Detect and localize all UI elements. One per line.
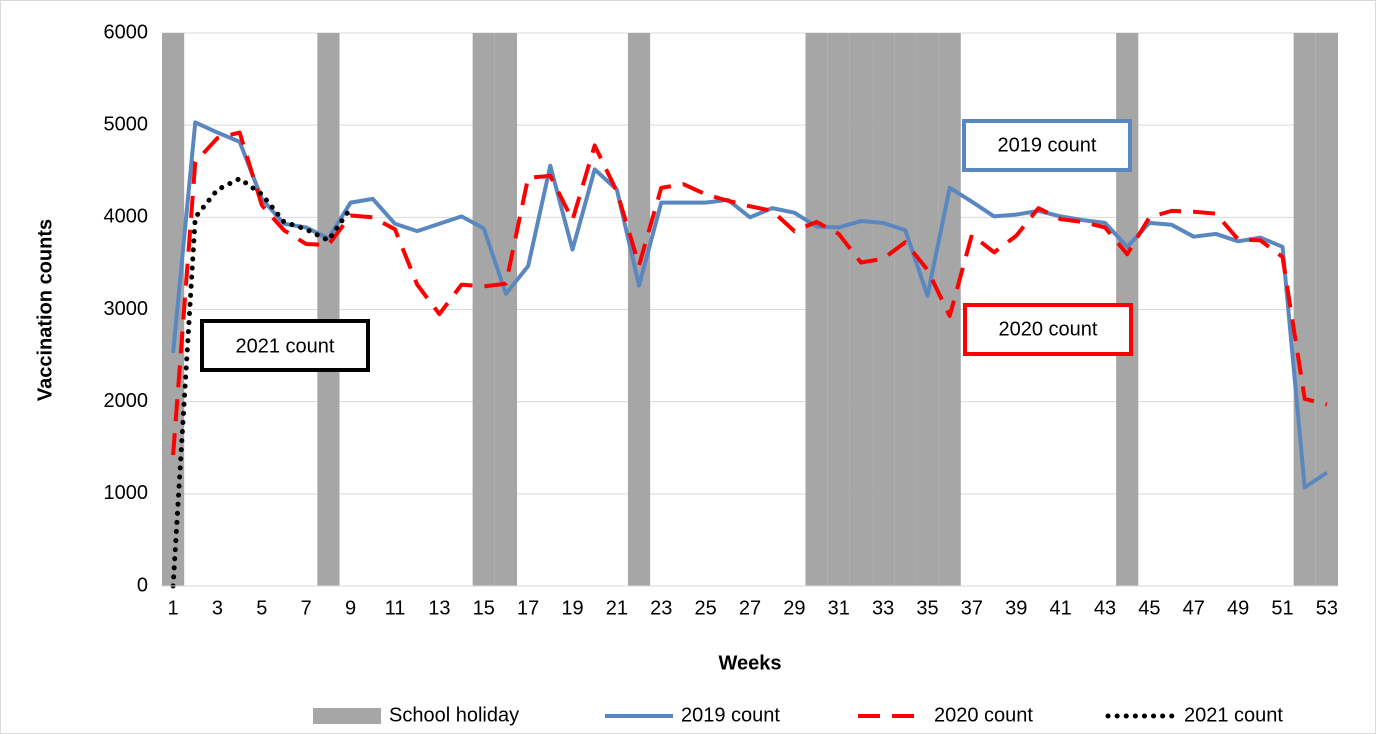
annotation-text: 2020 count [999,318,1098,340]
x-tick-label: 21 [606,597,628,619]
annotation: 2019 count [962,119,1132,172]
annotation: 2021 count [200,319,370,372]
x-tick-label: 31 [828,597,850,619]
legend-item: 2020 count [858,704,1033,726]
x-tick-label: 37 [961,597,983,619]
x-tick-label: 53 [1316,597,1338,619]
holiday-bar [894,33,917,586]
legend-label: School holiday [389,704,519,726]
holiday-bar [872,33,895,586]
x-tick-label: 41 [1050,597,1072,619]
y-axis-title: Vaccination counts [34,219,56,401]
x-tick-label: 25 [694,597,716,619]
x-tick-label: 35 [916,597,938,619]
x-tick-label: 7 [301,597,312,619]
x-tick-label: 9 [345,597,356,619]
legend-label: 2019 count [681,704,780,726]
holiday-bar [627,33,651,586]
annotation-text: 2019 count [998,134,1097,156]
annotation-box [200,319,370,372]
holiday-bar [916,33,939,586]
y-tick-label: 3000 [104,298,149,320]
holiday-bar [1315,33,1338,586]
legend-item: 2021 count [1105,704,1283,726]
holiday-bar [805,33,828,586]
holiday-bar [827,33,850,586]
annotation-box [962,119,1132,172]
holiday-bar [1293,33,1316,586]
holiday-bar [317,33,340,586]
legend-item: 2019 count [605,704,780,726]
x-tick-label: 39 [1005,597,1027,619]
y-tick-label: 5000 [104,113,149,135]
y-tick-label: 1000 [104,482,149,504]
legend-label: 2021 count [1184,704,1283,726]
x-tick-label: 15 [473,597,495,619]
x-tick-label: 1 [168,597,179,619]
x-tick-label: 33 [872,597,894,619]
series-line [170,176,354,589]
x-tick-label: 17 [517,597,539,619]
holiday-bar [849,33,873,586]
x-tick-label: 13 [428,597,450,619]
y-tick-label: 2000 [104,390,149,412]
y-tick-label: 4000 [104,206,149,228]
holiday-bar [472,33,495,586]
x-tick-label: 47 [1183,597,1205,619]
x-tick-label: 19 [561,597,583,619]
y-tick-label: 6000 [104,21,149,43]
legend: School holiday 2019 count 2020 count 2021 c… [313,704,1283,726]
legend-swatch [313,708,381,724]
x-tick-label: 49 [1227,597,1249,619]
x-tick-label: 45 [1138,597,1160,619]
legend-label: 2020 count [934,704,1033,726]
x-tick-label: 43 [1094,597,1116,619]
x-tick-label: 29 [783,597,805,619]
x-tick-label: 5 [256,597,267,619]
x-tick-label: 27 [739,597,761,619]
series-line [171,130,1328,456]
holiday-bar [162,33,185,586]
x-axis-title: Weeks [718,652,781,674]
series-line [171,120,1329,490]
annotation-box [963,303,1133,356]
x-tick-label: 11 [385,597,406,619]
x-tick-label: 23 [650,597,672,619]
legend-item: School holiday [313,704,519,726]
annotation: 2020 count [963,303,1133,356]
y-tick-label: 0 [137,574,148,596]
annotation-text: 2021 count [236,335,335,357]
holiday-bar [494,33,518,586]
x-tick-label: 3 [212,597,223,619]
x-tick-label: 51 [1271,597,1293,619]
